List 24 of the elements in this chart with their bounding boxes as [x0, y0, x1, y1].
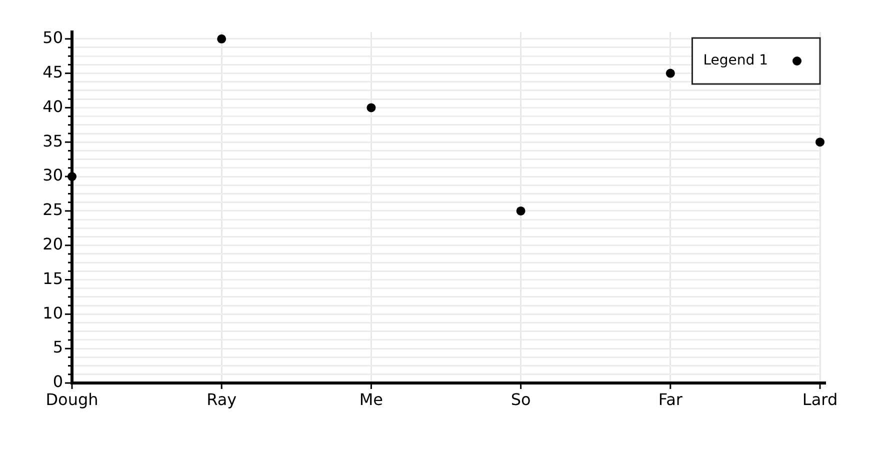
x-tick-label: So [510, 390, 531, 409]
y-tick-label: 35 [42, 131, 63, 150]
y-tick-label: 0 [52, 372, 63, 392]
x-tick-label: Far [658, 390, 683, 409]
y-tick-label: 5 [52, 338, 63, 357]
x-tick-label: Ray [206, 390, 237, 409]
y-tick-label: 25 [42, 200, 63, 220]
point [516, 206, 526, 216]
y-tick-label: 50 [42, 28, 63, 48]
point [68, 172, 76, 182]
point [666, 68, 675, 78]
y-tick-label: 10 [42, 303, 63, 322]
point [217, 34, 226, 44]
y-tick-label: 45 [42, 62, 63, 82]
y-tick-label: 40 [42, 96, 63, 116]
y-tick-label: 20 [42, 234, 63, 254]
point [816, 138, 824, 147]
y-tick-label: 15 [42, 268, 63, 288]
x-tick-label: Lard [802, 390, 838, 409]
point [366, 103, 376, 112]
y-tick-label: 30 [42, 166, 63, 185]
x-tick-label: Dough [46, 390, 98, 409]
legend-label: Legend 1 [703, 52, 768, 69]
x-tick-label: Me [359, 390, 384, 409]
